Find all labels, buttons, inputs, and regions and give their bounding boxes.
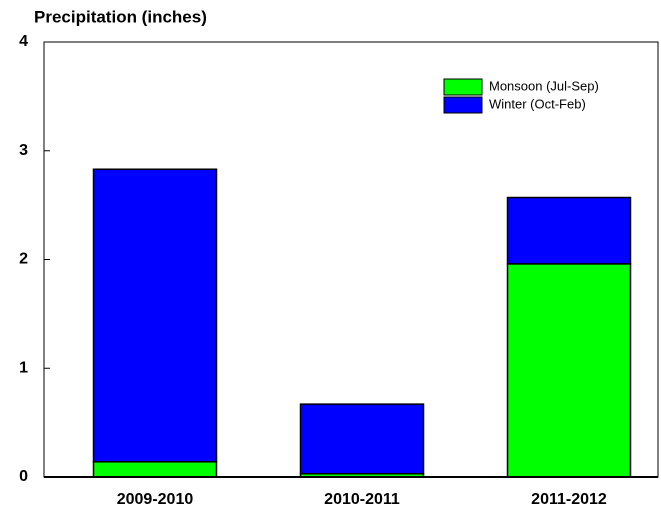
chart-title: Precipitation (inches) <box>34 7 207 26</box>
legend-label: Winter (Oct-Feb) <box>489 96 586 111</box>
x-tick-label: 2009-2010 <box>117 491 194 508</box>
bar-segment <box>299 403 425 475</box>
x-tick-label: 2010-2011 <box>324 491 400 508</box>
bar-segment <box>92 461 218 478</box>
y-tick-label: 1 <box>19 359 28 376</box>
y-tick-label: 4 <box>19 33 28 50</box>
y-tick-label: 0 <box>19 468 28 485</box>
y-tick-label: 2 <box>19 251 28 268</box>
x-tick-label: 2011-2012 <box>531 491 607 508</box>
y-tick-label: 3 <box>19 142 28 159</box>
bar-segment <box>506 263 632 478</box>
bar-segment <box>506 196 632 265</box>
legend-label: Monsoon (Jul-Sep) <box>489 78 599 93</box>
legend-swatch <box>443 78 483 96</box>
bar-segment <box>92 168 218 463</box>
legend-swatch <box>443 96 483 114</box>
